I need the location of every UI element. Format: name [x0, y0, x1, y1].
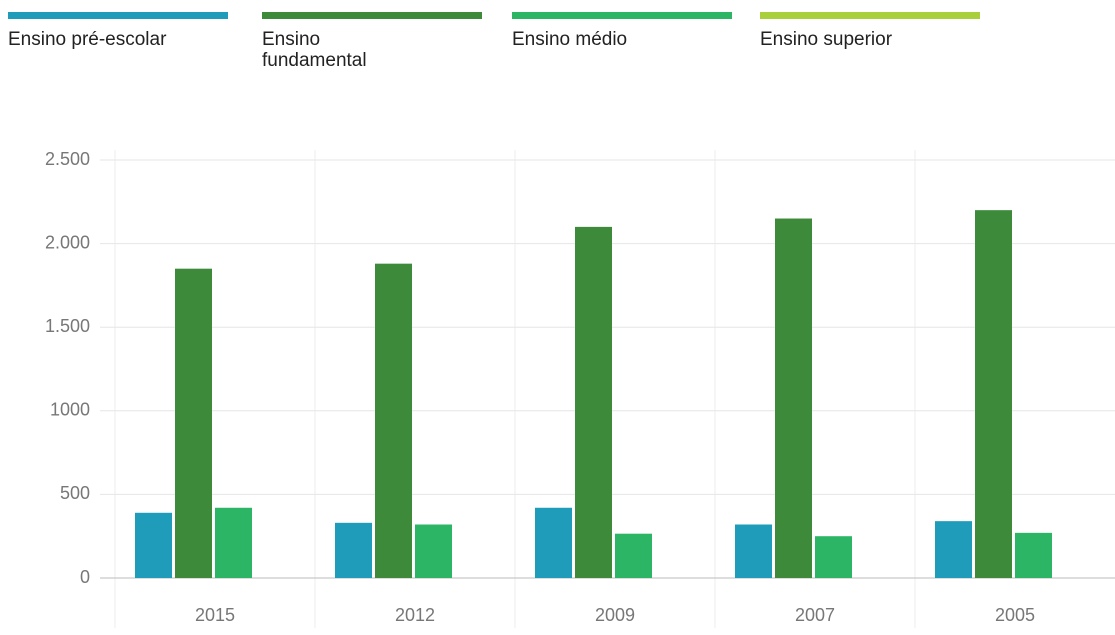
- bar: [935, 521, 972, 578]
- bar: [975, 210, 1012, 578]
- bar: [535, 507, 572, 578]
- y-tick-label: 2.000: [45, 232, 90, 252]
- legend-swatch: [8, 12, 228, 19]
- bar: [135, 512, 172, 578]
- x-tick-label: 2007: [795, 605, 835, 625]
- x-tick-label: 2009: [595, 605, 635, 625]
- x-tick-label: 2005: [995, 605, 1035, 625]
- y-tick-label: 500: [60, 483, 90, 503]
- legend-label: Ensino médio: [512, 29, 628, 50]
- y-tick-label: 1000: [50, 400, 90, 420]
- legend-label: Ensino pré-escolar: [8, 29, 167, 50]
- bar: [735, 524, 772, 578]
- legend-label: Ensino superior: [760, 29, 893, 50]
- legend-item: Ensino médio: [512, 12, 737, 50]
- x-tick-label: 2015: [195, 605, 235, 625]
- legend-label: Ensino fundamental: [262, 29, 367, 71]
- legend-swatch: [512, 12, 732, 19]
- legend-swatch: [262, 12, 482, 19]
- y-tick-label: 2.500: [45, 149, 90, 169]
- legend-item: Ensino pré-escolar: [8, 12, 233, 50]
- x-tick-label: 2012: [395, 605, 435, 625]
- legend-item: Ensino superior: [760, 12, 985, 50]
- bar: [375, 263, 412, 578]
- y-tick-label: 0: [80, 567, 90, 587]
- bar: [335, 522, 372, 578]
- legend-swatch: [760, 12, 980, 19]
- legend: Ensino pré-escolar Ensino fundamental Ensi…: [0, 0, 1115, 110]
- bar: [775, 218, 812, 578]
- bar: [815, 536, 852, 578]
- legend-item: Ensino fundamental: [262, 12, 487, 71]
- bar: [215, 507, 252, 578]
- y-tick-label: 1.500: [45, 316, 90, 336]
- bar: [615, 533, 652, 578]
- bar: [175, 268, 212, 578]
- bar: [575, 226, 612, 578]
- bar: [1015, 532, 1052, 578]
- bar: [415, 524, 452, 578]
